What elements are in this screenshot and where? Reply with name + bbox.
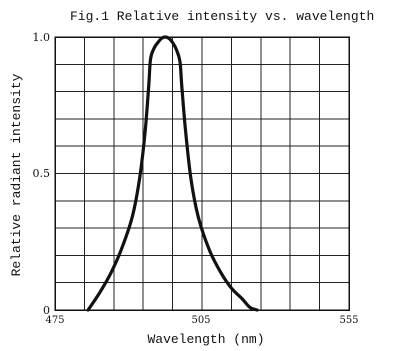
y-tick-label: 0 [43,304,50,317]
y-tick-label: 1.0 [33,31,51,44]
x-tick-label: 505 [191,315,210,326]
y-axis-ticks: 0 0.5 1.0 [33,31,51,317]
x-axis-label: Wavelength (nm) [147,332,264,347]
y-tick-label: 0.5 [33,167,51,180]
grid [55,37,349,310]
x-tick-label: 555 [339,315,358,326]
x-axis-ticks: 475 505 555 [45,315,358,326]
chart-title: Fig.1 Relative intensity vs. wavelength [70,9,374,24]
y-axis-label: Relative radiant intensity [9,73,24,276]
